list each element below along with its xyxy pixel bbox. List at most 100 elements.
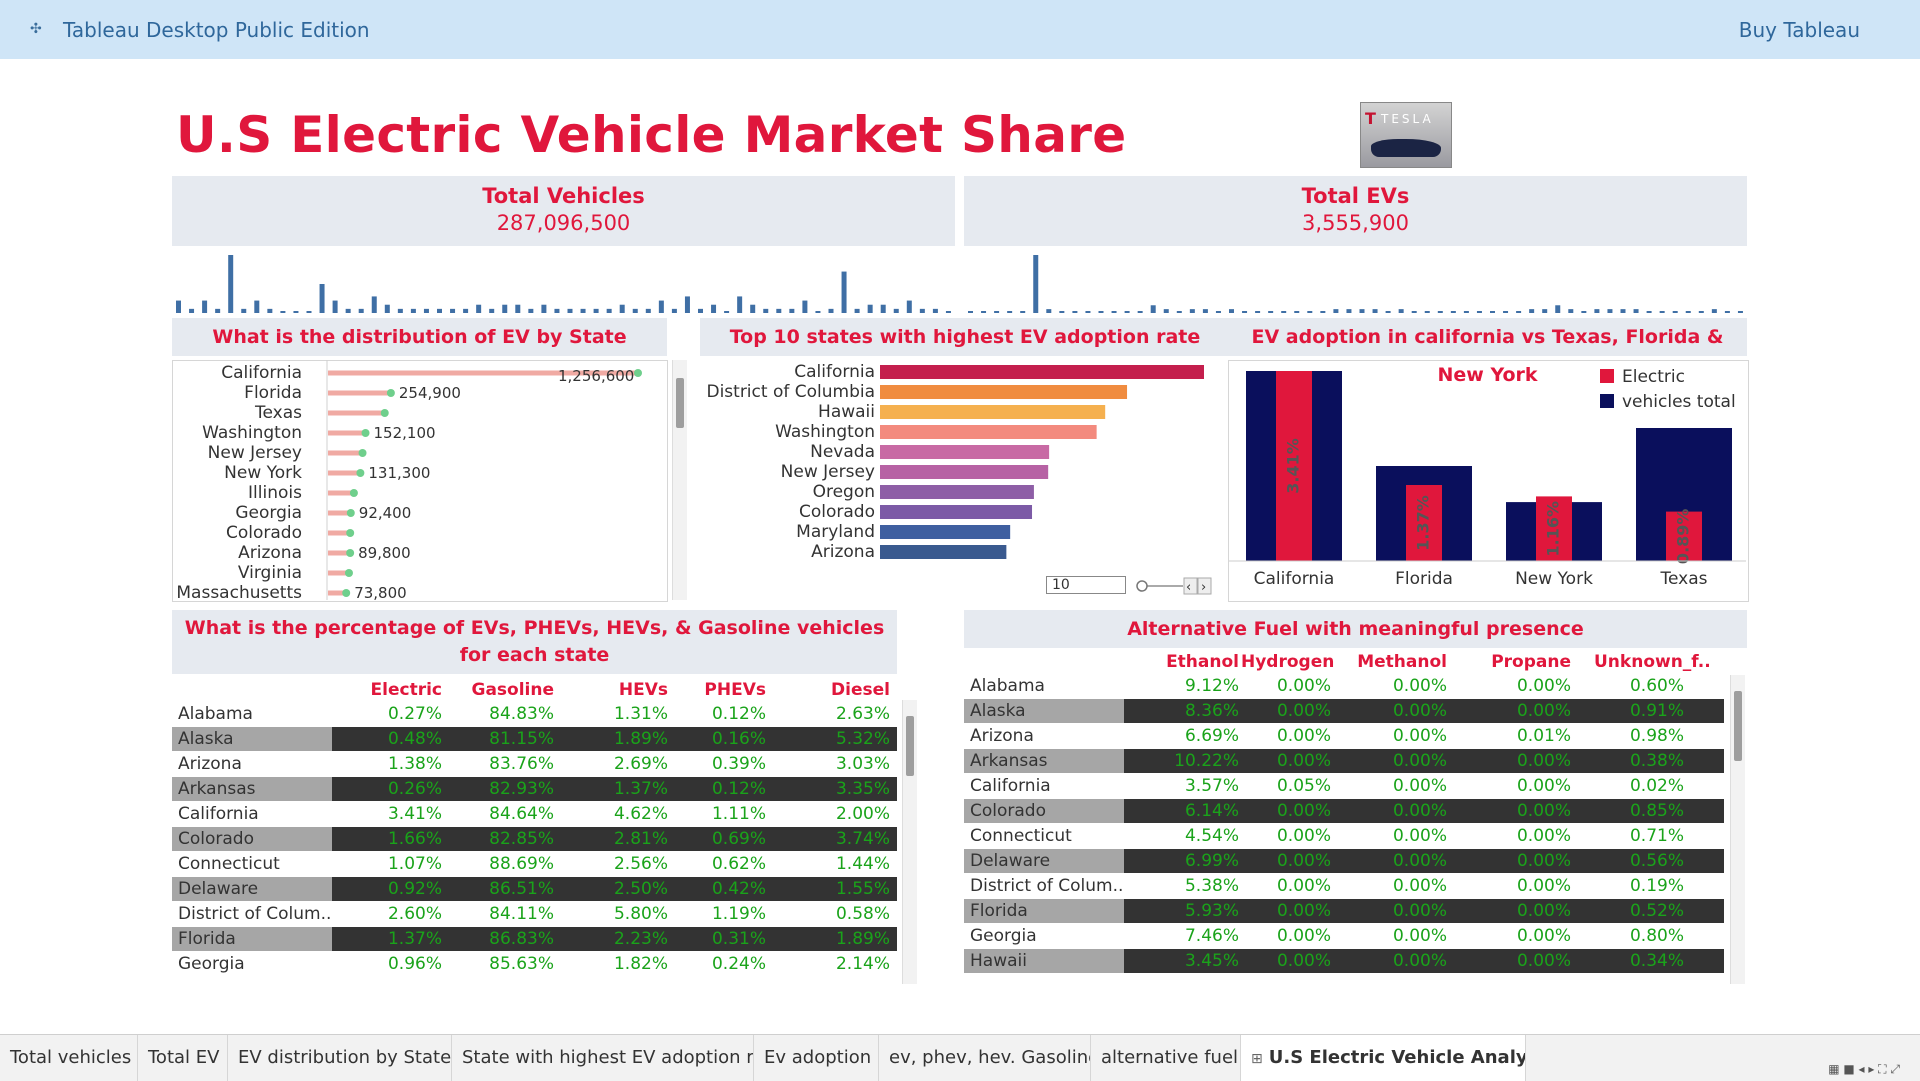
cell-value: 0.60% (1629, 676, 1684, 696)
cell-value: 5.93% (1184, 901, 1239, 921)
table-row[interactable]: Colorado 6.14% 0.00% 0.00% 0.00% 0.85% (964, 799, 1724, 823)
state-name: Florida (178, 929, 236, 949)
sheet-tab[interactable]: Ev adoption (754, 1035, 879, 1081)
table-row[interactable]: Delaware 6.99% 0.00% 0.00% 0.00% 0.56% (964, 849, 1724, 873)
table-row[interactable]: Arizona 1.38% 83.76% 2.69% 0.39% 3.03% (172, 752, 897, 776)
sheet-tab[interactable]: ev, phev, hev. Gasoline (879, 1035, 1091, 1081)
sheet-tab[interactable]: State with highest EV adoption r... (452, 1035, 754, 1081)
fuel-scroll-thumb[interactable] (1734, 691, 1742, 761)
column-header[interactable]: Propane (1491, 652, 1571, 672)
spark-bar (541, 304, 547, 313)
cell-value: 2.50% (613, 879, 668, 899)
table-row[interactable]: Florida 5.93% 0.00% 0.00% 0.00% 0.52% (964, 899, 1724, 923)
cell-value: 0.00% (1392, 951, 1447, 971)
spark-bar (619, 304, 625, 313)
column-header[interactable]: Ethanol (1166, 652, 1239, 672)
buy-tableau-link[interactable]: Buy Tableau (1738, 18, 1860, 42)
spark-bar (1072, 311, 1078, 313)
table-row[interactable]: Arizona 6.69% 0.00% 0.00% 0.01% 0.98% (964, 724, 1724, 748)
svg-text:‹: ‹ (1186, 580, 1191, 595)
spark-bar (423, 308, 429, 313)
cell-value: 3.41% (387, 804, 442, 824)
table-row[interactable]: Delaware 0.92% 86.51% 2.50% 0.42% 1.55% (172, 877, 897, 901)
total-vehicles-sparkline[interactable] (172, 250, 955, 314)
cell-value: 1.11% (711, 804, 766, 824)
spark-bar (671, 308, 677, 313)
cell-value: 6.69% (1184, 726, 1239, 746)
table-row[interactable]: Connecticut 4.54% 0.00% 0.00% 0.00% 0.71% (964, 824, 1724, 848)
table-row[interactable]: Connecticut 1.07% 88.69% 2.56% 0.62% 1.44% (172, 852, 897, 876)
column-header[interactable]: Diesel (831, 680, 890, 700)
top10-bar (880, 385, 1128, 399)
table-row[interactable]: Colorado 1.66% 82.85% 2.81% 0.69% 3.74% (172, 827, 897, 851)
column-header[interactable]: Methanol (1357, 652, 1447, 672)
cell-value: 0.00% (1392, 801, 1447, 821)
table-row[interactable]: District of Colum.. 5.38% 0.00% 0.00% 0.00% 0… (964, 874, 1724, 898)
column-header[interactable]: HEVs (618, 680, 668, 700)
table-row[interactable]: Georgia 0.96% 85.63% 1.82% 0.24% 2.14% (172, 952, 897, 976)
table-row[interactable]: Hawaii 3.45% 0.00% 0.00% 0.00% 0.34% (964, 949, 1724, 973)
table-row[interactable]: Arkansas 10.22% 0.00% 0.00% 0.00% 0.38% (964, 749, 1724, 773)
compare-bar-chart[interactable]: 3.41% California 1.37% Florida 1.16% New York… (1229, 361, 1746, 599)
table-row[interactable]: California 3.57% 0.05% 0.00% 0.00% 0.02% (964, 774, 1724, 798)
spark-bar (906, 300, 912, 313)
table-row[interactable]: Georgia 7.46% 0.00% 0.00% 0.00% 0.80% (964, 924, 1724, 948)
spark-bar (968, 311, 973, 313)
cell-value: 5.38% (1184, 876, 1239, 896)
dashboard-icon: ⊞ (1251, 1051, 1263, 1067)
top10-bar (880, 365, 1204, 379)
sheet-tab[interactable]: Total EV (138, 1035, 228, 1081)
spark-bar (776, 308, 782, 313)
cell-value: 0.58% (835, 904, 890, 924)
column-header[interactable]: Unknown_f.. (1594, 652, 1711, 672)
legend-vehicles-total[interactable]: vehicles total (1600, 392, 1736, 412)
pct-scroll-thumb[interactable] (906, 716, 914, 776)
cell-value: 0.01% (1516, 726, 1571, 746)
top10-bar (880, 545, 1007, 559)
legend-electric[interactable]: Electric (1600, 367, 1685, 387)
top10-slider[interactable]: ‹ › (1133, 576, 1213, 596)
table-row[interactable]: Arkansas 0.26% 82.93% 1.37% 0.12% 3.35% (172, 777, 897, 801)
column-header[interactable]: Electric (370, 680, 442, 700)
kpi-total-vehicles[interactable]: Total Vehicles 287,096,500 (172, 176, 955, 246)
kpi-value: 3,555,900 (1302, 211, 1409, 235)
sheet-tab[interactable]: ⊞ U.S Electric Vehicle Analysis (1241, 1035, 1526, 1081)
column-header[interactable]: PHEVs (704, 680, 766, 700)
table-row[interactable]: Alabama 0.27% 84.83% 1.31% 0.12% 2.63% (172, 702, 897, 726)
pct-table[interactable]: Electric Gasoline HEVs PHEVs Diesel Alabama 0.… (172, 676, 897, 984)
top10-bar-chart[interactable] (880, 360, 1220, 565)
cell-value: 3.74% (835, 829, 890, 849)
fuel-table[interactable]: Ethanol Hydrogen Methanol Propane Unknown_f.… (964, 650, 1724, 984)
fuel-scrollbar[interactable] (1730, 675, 1745, 984)
table-row[interactable]: Alabama 9.12% 0.00% 0.00% 0.00% 0.60% (964, 674, 1724, 698)
cell-value: 6.14% (1184, 801, 1239, 821)
table-row[interactable]: District of Colum.. 2.60% 84.11% 5.80% 1.19%… (172, 902, 897, 926)
table-row[interactable]: California 3.41% 84.64% 4.62% 1.11% 2.00% (172, 802, 897, 826)
compare-category-label: New York (1515, 569, 1593, 589)
dist-data-label: 131,300 (368, 464, 430, 482)
tableau-icon[interactable]: ✣ (30, 21, 42, 37)
spark-bar (371, 296, 377, 313)
pct-scrollbar[interactable] (902, 700, 917, 984)
view-controls[interactable]: ▦ ■ ◂ ▸ ⛶ ⤢ (1828, 1062, 1900, 1076)
dist-lollipop-chart[interactable]: 1,256,600 254,900 152,100 131,300 92,400 89,8… (310, 360, 670, 600)
total-evs-sparkline[interactable] (964, 250, 1747, 314)
cell-value: 1.37% (613, 779, 668, 799)
top10-filter-input[interactable]: 10 (1046, 576, 1126, 594)
dist-scrollbar[interactable] (672, 360, 687, 600)
sheet-tab[interactable]: EV distribution by State (228, 1035, 452, 1081)
table-row[interactable]: Florida 1.37% 86.83% 2.23% 0.31% 1.89% (172, 927, 897, 951)
kpi-total-evs[interactable]: Total EVs 3,555,900 (964, 176, 1747, 246)
cell-value: 0.38% (1629, 751, 1684, 771)
sheet-tab[interactable]: Total vehicles (0, 1035, 138, 1081)
table-row[interactable]: Alaska 8.36% 0.00% 0.00% 0.00% 0.91% (964, 699, 1724, 723)
cell-value: 1.38% (387, 754, 442, 774)
column-header[interactable]: Gasoline (471, 680, 554, 700)
dist-scroll-thumb[interactable] (676, 378, 684, 428)
table-row[interactable]: Alaska 0.48% 81.15% 1.89% 0.16% 5.32% (172, 727, 897, 751)
cell-value: 0.00% (1516, 926, 1571, 946)
column-header[interactable]: Hydrogen (1241, 652, 1335, 672)
compare-category-label: California (1254, 569, 1335, 589)
sheet-tab[interactable]: alternative fuel (1091, 1035, 1241, 1081)
spark-bar (306, 311, 312, 313)
